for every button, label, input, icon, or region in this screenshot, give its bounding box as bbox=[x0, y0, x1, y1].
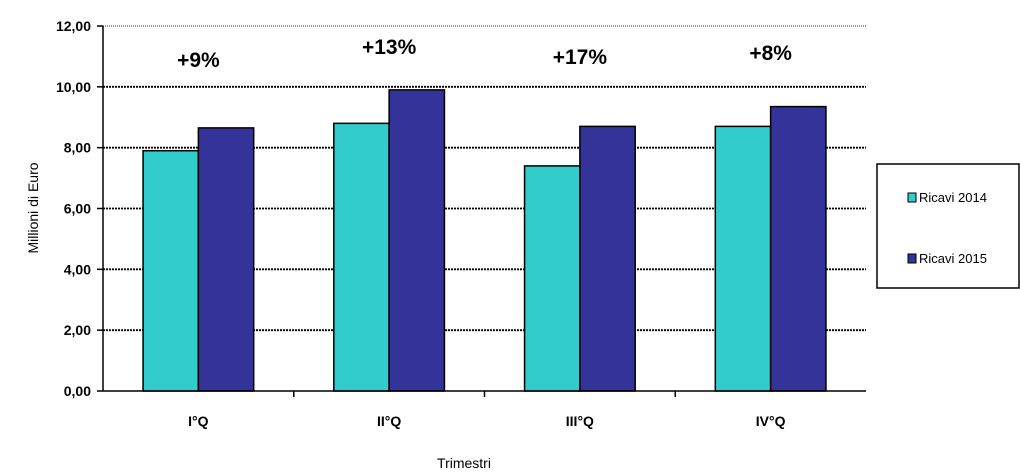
x-tick-label: III°Q bbox=[566, 413, 594, 429]
x-tick-label: IV°Q bbox=[756, 413, 786, 429]
growth-annotation: +9% bbox=[177, 49, 220, 72]
x-tick-labels: I°Q II°Q III°Q IV°Q bbox=[188, 413, 785, 429]
bar-ricavi-2015 bbox=[579, 125, 636, 392]
bars bbox=[142, 89, 827, 392]
legend-swatch-ricavi-2014 bbox=[907, 192, 917, 203]
y-tick-label: 2,00 bbox=[64, 322, 91, 338]
annotations: +9% +13% +17% +8% bbox=[177, 36, 792, 72]
growth-annotation: +13% bbox=[362, 36, 417, 59]
x-tick-label: I°Q bbox=[188, 413, 208, 429]
bar-ricavi-2014 bbox=[523, 165, 581, 392]
x-tick-label: II°Q bbox=[377, 413, 401, 429]
bar-ricavi-2014 bbox=[333, 122, 390, 392]
y-tick-label: 0,00 bbox=[64, 383, 91, 399]
y-tick-label: 10,00 bbox=[56, 79, 91, 95]
bar-ricavi-2015 bbox=[388, 89, 446, 392]
y-tick-label: 4,00 bbox=[64, 261, 91, 277]
legend-swatch-ricavi-2015 bbox=[907, 253, 917, 264]
legend: Ricavi 2014 Ricavi 2015 bbox=[876, 163, 1020, 289]
legend-box bbox=[876, 163, 1020, 289]
axes bbox=[97, 25, 866, 397]
bar-ricavi-2014 bbox=[142, 149, 200, 392]
y-tick-label: 6,00 bbox=[64, 201, 91, 217]
legend-label-ricavi-2014: Ricavi 2014 bbox=[919, 190, 987, 205]
bar-ricavi-2015 bbox=[769, 105, 827, 392]
legend-label-ricavi-2015: Ricavi 2015 bbox=[919, 251, 987, 266]
y-axis-label: Millioni di Euro bbox=[25, 162, 41, 253]
y-tick-label: 12,00 bbox=[56, 18, 91, 34]
growth-annotation: +17% bbox=[553, 46, 608, 69]
y-tick-label: 8,00 bbox=[64, 140, 91, 156]
y-tick-labels: 0,00 2,00 4,00 6,00 8,00 10,00 12,00 bbox=[56, 18, 91, 399]
bar-ricavi-2015 bbox=[197, 127, 255, 392]
bar-ricavi-2014 bbox=[714, 125, 772, 392]
x-axis-label: Trimestri bbox=[437, 455, 491, 471]
growth-annotation: +8% bbox=[749, 42, 792, 65]
